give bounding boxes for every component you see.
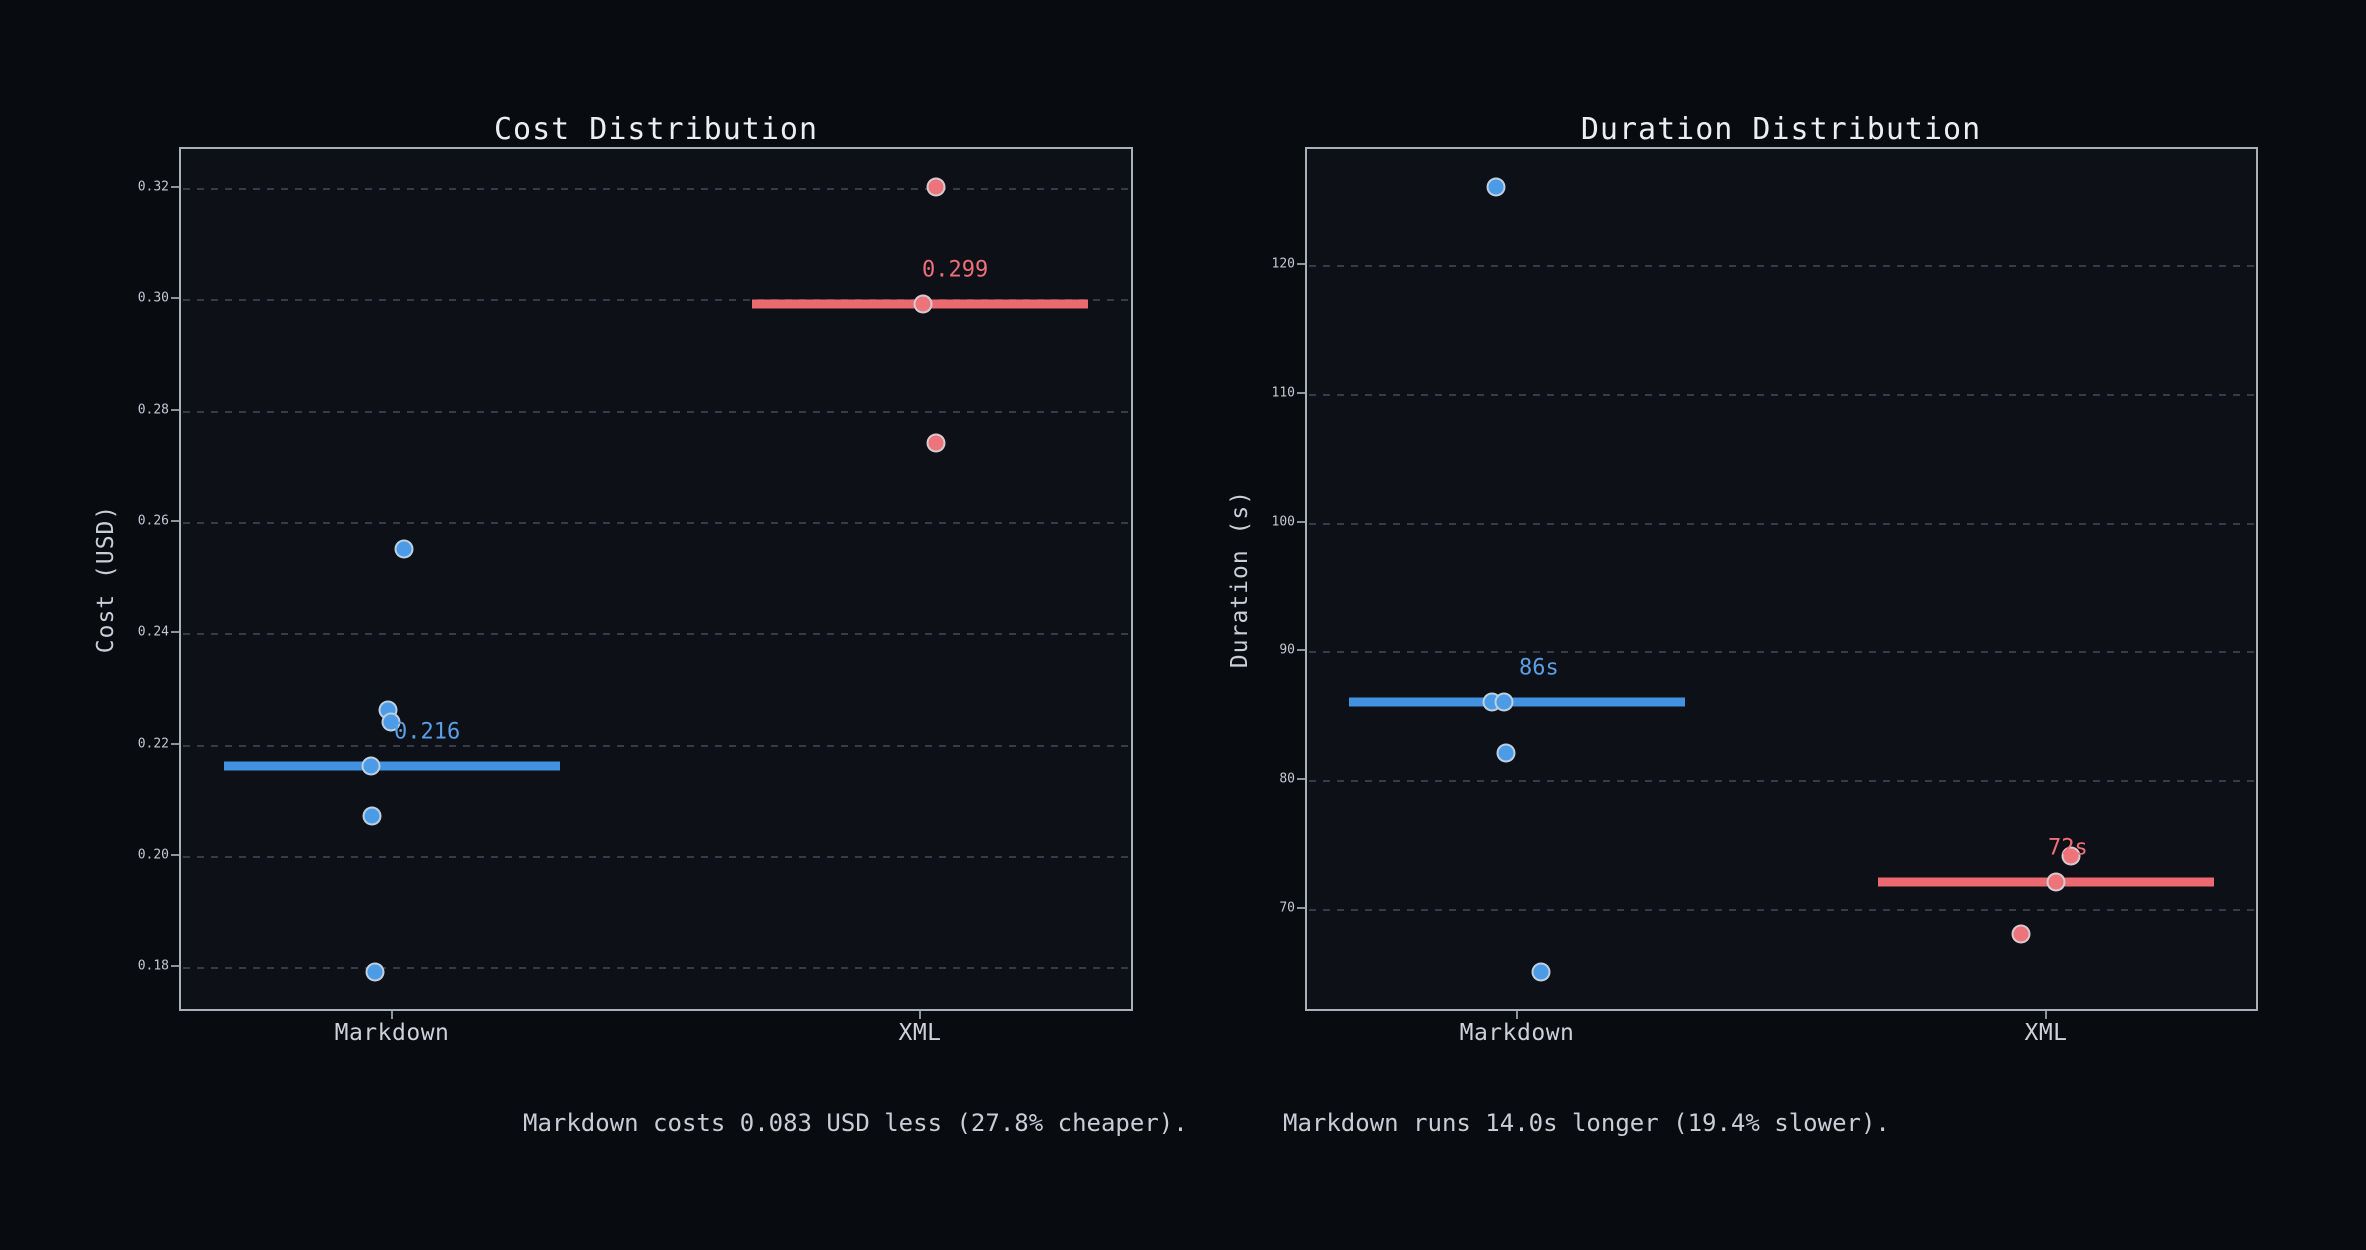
data-point-markdown <box>1494 692 1514 712</box>
y-tick-label: 0.24 <box>137 624 169 640</box>
y-tick-label: 0.32 <box>137 179 169 195</box>
grid-line <box>1309 522 2258 525</box>
median-line-markdown <box>1349 697 1685 707</box>
x-tick-mark <box>391 1011 393 1019</box>
cost-chart-title: Cost Distribution <box>493 112 819 147</box>
data-point-markdown <box>361 756 381 776</box>
y-tick-label: 0.26 <box>137 513 169 529</box>
data-point-markdown <box>1531 962 1551 982</box>
data-point-markdown <box>381 712 401 731</box>
y-tick-mark <box>171 854 179 857</box>
y-tick-label: 0.20 <box>137 847 169 863</box>
y-tick-label: 100 <box>1271 514 1295 530</box>
duration-summary-text: Markdown runs 14.0s longer (19.4% slower… <box>1283 1109 1890 1137</box>
median-line-xml <box>1878 877 2214 887</box>
x-tick-mark <box>2045 1011 2047 1019</box>
median-value-label: 86s <box>1519 655 1559 681</box>
median-value-label: 72s <box>2048 835 2088 861</box>
data-point-xml <box>2011 924 2031 944</box>
y-tick-mark <box>1297 649 1305 652</box>
y-tick-label: 0.18 <box>137 958 169 974</box>
y-tick-label: 120 <box>1271 256 1295 272</box>
y-tick-mark <box>171 186 179 189</box>
y-tick-mark <box>171 965 179 968</box>
grid-line <box>183 744 1133 747</box>
y-tick-mark <box>1297 520 1305 523</box>
y-tick-mark <box>171 408 179 411</box>
y-tick-mark <box>171 297 179 300</box>
grid-line <box>183 856 1133 859</box>
grid-line <box>183 410 1133 413</box>
y-tick-label: 70 <box>1279 900 1295 916</box>
data-point-xml <box>926 177 946 197</box>
cost-plot-area <box>179 147 1133 1011</box>
y-tick-mark <box>1297 778 1305 781</box>
y-tick-label: 0.30 <box>137 290 169 306</box>
grid-line <box>1309 651 2258 654</box>
x-tick-label-markdown: Markdown <box>334 1020 450 1046</box>
y-tick-label: 0.28 <box>137 402 169 418</box>
duration-chart-title: Duration Distribution <box>1580 112 1982 147</box>
x-tick-label-markdown: Markdown <box>1459 1020 1575 1046</box>
grid-line <box>1309 780 2258 783</box>
x-tick-mark <box>919 1011 921 1019</box>
y-tick-mark <box>171 631 179 634</box>
y-tick-mark <box>171 520 179 523</box>
data-point-markdown <box>1486 177 1506 197</box>
y-tick-label: 90 <box>1279 642 1295 658</box>
y-tick-label: 80 <box>1279 771 1295 787</box>
duration-plot-area <box>1305 147 2258 1011</box>
y-tick-mark <box>1297 391 1305 394</box>
median-value-label: 0.299 <box>922 257 989 283</box>
data-point-markdown <box>394 539 414 559</box>
y-tick-mark <box>1297 906 1305 909</box>
y-tick-label: 0.22 <box>137 736 169 752</box>
grid-line <box>183 522 1133 525</box>
data-point-markdown <box>1496 743 1516 763</box>
cost-summary-text: Markdown costs 0.083 USD less (27.8% che… <box>523 1109 1188 1137</box>
grid-line <box>183 299 1133 302</box>
data-point-markdown <box>362 806 382 826</box>
grid-line <box>1309 265 2258 268</box>
median-value-label: 0.216 <box>394 719 461 745</box>
grid-line <box>1309 393 2258 396</box>
data-point-markdown <box>365 962 385 982</box>
data-point-xml <box>913 294 933 314</box>
grid-line <box>183 633 1133 636</box>
data-point-xml <box>2046 872 2066 892</box>
median-line-markdown <box>224 761 560 771</box>
data-point-xml <box>926 433 946 453</box>
grid-line <box>183 188 1133 191</box>
y-tick-mark <box>171 742 179 745</box>
y-tick-label: 110 <box>1271 385 1295 401</box>
data-point-xml <box>2061 846 2081 866</box>
x-tick-label-xml: XML <box>898 1020 942 1046</box>
y-tick-mark <box>1297 263 1305 266</box>
grid-line <box>183 967 1133 970</box>
grid-line <box>1309 908 2258 911</box>
x-tick-label-xml: XML <box>2024 1020 2068 1046</box>
x-tick-mark <box>1516 1011 1518 1019</box>
